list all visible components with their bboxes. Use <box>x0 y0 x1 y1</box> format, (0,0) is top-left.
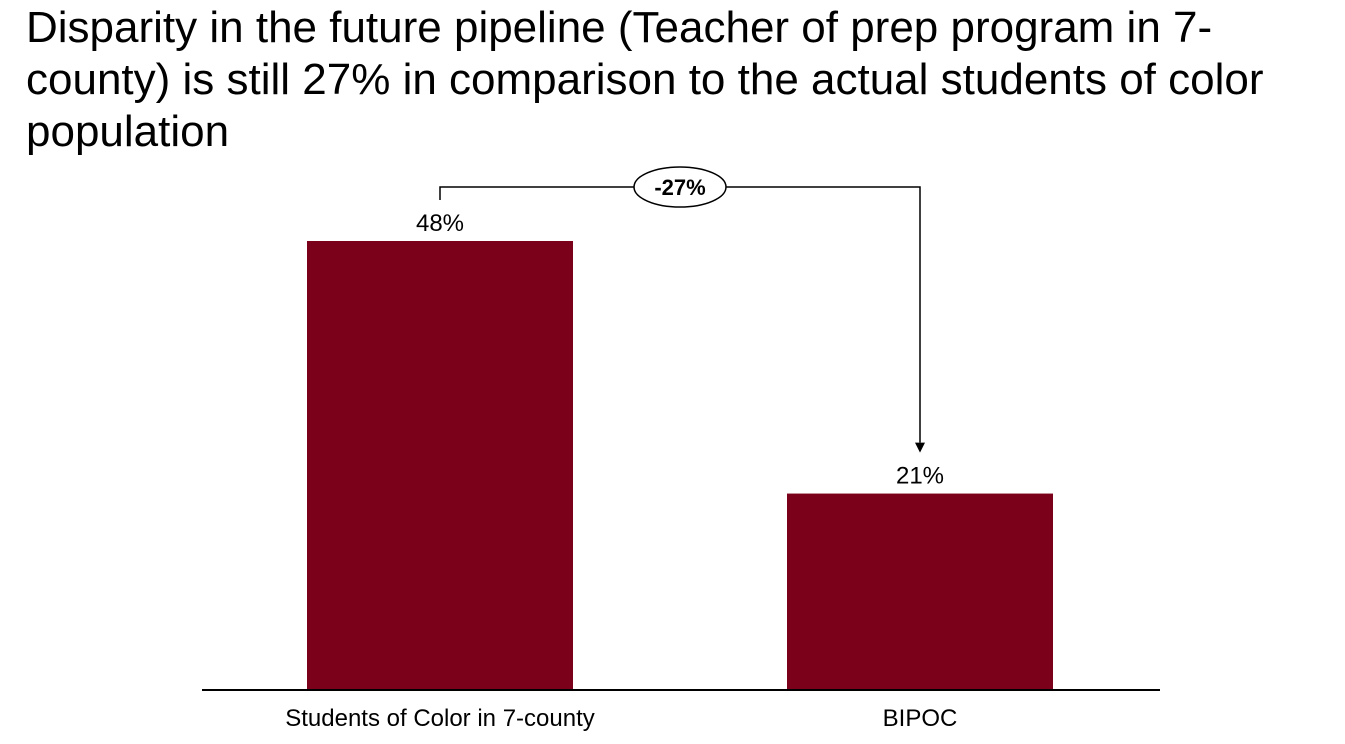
data-label-1: 48% <box>416 210 464 237</box>
slide-title: Disparity in the future pipeline (Teache… <box>26 3 1264 156</box>
bar-1 <box>307 241 573 690</box>
category-label-2: BIPOC <box>883 705 958 732</box>
difference-arrowhead <box>915 442 925 453</box>
difference-badge <box>633 166 727 208</box>
category-label-1: Students of Color in 7-county <box>285 705 595 732</box>
data-label-2: 21% <box>896 463 944 490</box>
difference-label: -27% <box>654 175 705 200</box>
bar-2 <box>787 493 1053 690</box>
